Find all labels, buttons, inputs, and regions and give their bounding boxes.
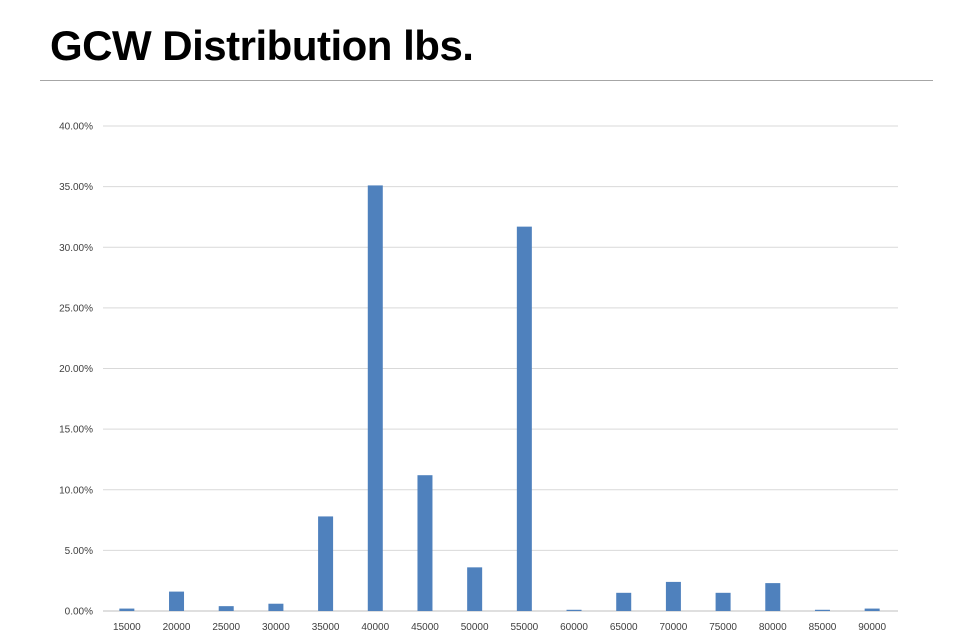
grid-lines <box>103 125 898 612</box>
bar-85000 <box>814 609 830 611</box>
y-tick-label: 5.00% <box>65 546 93 557</box>
bar-90000 <box>864 608 880 611</box>
bar-35000 <box>318 516 334 611</box>
x-tick-label: 30000 <box>262 622 290 633</box>
x-tick-label: 80000 <box>759 622 787 633</box>
y-tick-label: 40.00% <box>59 122 93 133</box>
x-tick-label: 20000 <box>163 622 191 633</box>
x-tick-label: 45000 <box>411 622 439 633</box>
bar-80000 <box>765 583 781 611</box>
bar-25000 <box>218 606 234 611</box>
y-tick-label: 10.00% <box>59 485 93 496</box>
y-tick-label: 20.00% <box>59 364 93 375</box>
y-tick-label: 15.00% <box>59 425 93 436</box>
slide-title: GCW Distribution lbs. <box>50 22 474 69</box>
x-tick-label: 70000 <box>660 622 688 633</box>
x-tick-label: 25000 <box>212 622 240 633</box>
x-tick-label: 65000 <box>610 622 638 633</box>
bar-40000 <box>367 185 383 611</box>
bar-45000 <box>417 475 433 611</box>
x-tick-label: 55000 <box>510 622 538 633</box>
x-axis-tick-labels: 15000 20000 25000 30000 35000 40000 45000 50000… <box>113 622 887 633</box>
y-tick-label: 25.00% <box>59 303 93 314</box>
x-tick-label: 75000 <box>709 622 737 633</box>
x-tick-label: 35000 <box>312 622 340 633</box>
bar-20000 <box>169 591 185 611</box>
bar-50000 <box>467 567 483 611</box>
y-axis-tick-labels: 0.00% 5.00% 10.00% 15.00% 20.00% 25.00% 30.00%… <box>59 122 93 618</box>
x-tick-label: 90000 <box>858 622 886 633</box>
x-tick-label: 85000 <box>809 622 837 633</box>
y-tick-label: 35.00% <box>59 182 93 193</box>
bar-15000 <box>119 608 135 611</box>
bar-65000 <box>616 592 632 611</box>
title-divider <box>40 80 933 81</box>
y-tick-label: 0.00% <box>65 607 93 618</box>
x-tick-label: 50000 <box>461 622 489 633</box>
bar-75000 <box>715 592 731 611</box>
x-tick-label: 40000 <box>361 622 389 633</box>
bars <box>119 185 880 611</box>
x-tick-label: 15000 <box>113 622 141 633</box>
y-tick-label: 30.00% <box>59 243 93 254</box>
bar-55000 <box>516 226 532 611</box>
bar-60000 <box>566 609 582 611</box>
bar-70000 <box>665 581 681 611</box>
x-tick-label: 60000 <box>560 622 588 633</box>
bar-30000 <box>268 603 284 611</box>
